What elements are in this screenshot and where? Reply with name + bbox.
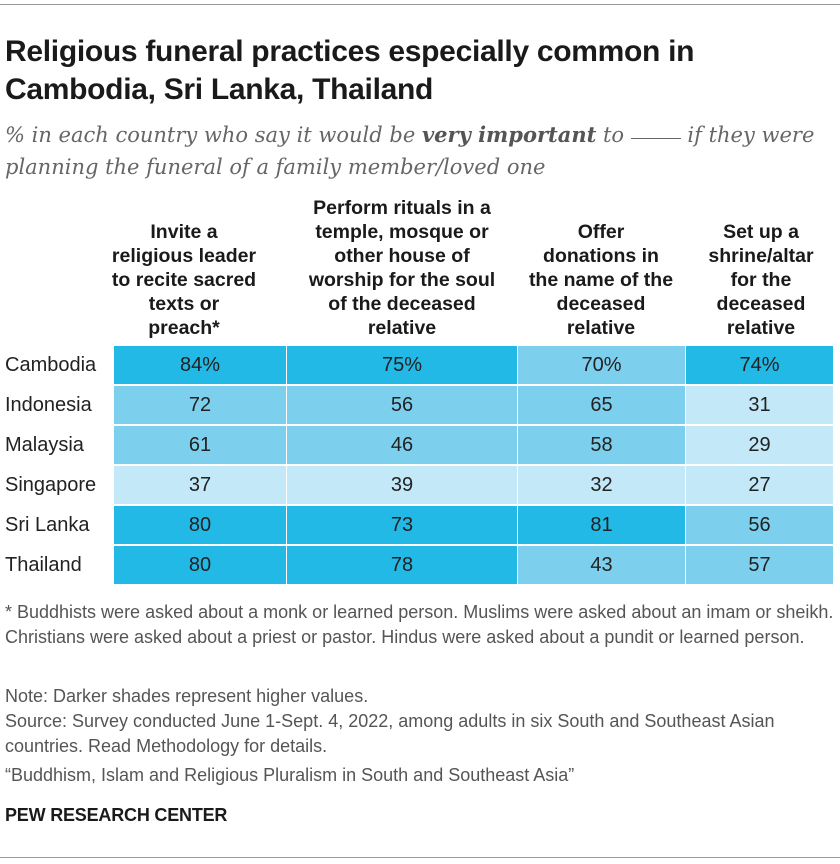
subtitle-emphasis: very important <box>421 122 597 147</box>
column-header: Perform rituals in a temple, mosque or oth… <box>308 197 496 339</box>
heatmap-cell: 32 <box>518 466 685 504</box>
heatmap-cell: 37 <box>114 466 286 504</box>
footnote-source: Source: Survey conducted June 1-Sept. 4,… <box>5 711 775 756</box>
chart-title: Religious funeral practices especially c… <box>5 35 695 106</box>
row-label: Indonesia <box>5 394 92 416</box>
chart-subtitle: % in each country who say it would be ve… <box>5 119 835 183</box>
heatmap-cell: 78 <box>287 546 517 584</box>
heatmap-cell: 58 <box>518 426 685 464</box>
subtitle-part2: to <box>596 123 631 147</box>
heatmap-cell: 39 <box>287 466 517 504</box>
row-label: Malaysia <box>5 434 84 456</box>
footnote-report: “Buddhism, Islam and Religious Pluralism… <box>5 765 575 785</box>
column-header: Offer donations in the name of the deceased… <box>528 221 674 339</box>
subtitle-part3: if they were planning the funeral of a f… <box>5 123 815 179</box>
bottom-rule <box>0 857 840 858</box>
top-rule <box>0 4 840 5</box>
heatmap-cell: 61 <box>114 426 286 464</box>
row-label: Thailand <box>5 554 82 576</box>
footnote-note: Note: Darker shades represent higher val… <box>5 686 369 706</box>
heatmap-cell: 29 <box>686 426 833 464</box>
heatmap-cell: 46 <box>287 426 517 464</box>
heatmap-cell: 70% <box>518 346 685 384</box>
pew-research-center-logo: PEW RESEARCH CENTER <box>5 805 228 825</box>
heatmap-cell: 80 <box>114 546 286 584</box>
heatmap-cell: 56 <box>686 506 833 544</box>
row-label: Singapore <box>5 474 97 496</box>
heatmap-cell: 43 <box>518 546 685 584</box>
heatmap-cell: 84% <box>114 346 286 384</box>
heatmap-cell: 27 <box>686 466 833 504</box>
heatmap-cell: 80 <box>114 506 286 544</box>
row-label: Sri Lanka <box>5 514 90 536</box>
heatmap-cell: 31 <box>686 386 833 424</box>
heatmap-cell: 72 <box>114 386 286 424</box>
row-label: Cambodia <box>5 354 97 376</box>
column-header: Set up a shrine/altar for the deceased relat… <box>708 221 814 339</box>
subtitle-blank <box>630 138 681 139</box>
heatmap-cell: 74% <box>686 346 833 384</box>
heatmap-cell: 73 <box>287 506 517 544</box>
heatmap-cell: 75% <box>287 346 517 384</box>
heatmap-cell: 57 <box>686 546 833 584</box>
heatmap-cell: 81 <box>518 506 685 544</box>
footnote-asterisk: * Buddhists were asked about a monk or l… <box>5 602 834 647</box>
heatmap-cell: 65 <box>518 386 685 424</box>
heatmap-cell: 56 <box>287 386 517 424</box>
column-header: Invite a religious leader to recite sacred… <box>111 221 257 339</box>
subtitle-part1: % in each country who say it would be <box>5 123 422 147</box>
